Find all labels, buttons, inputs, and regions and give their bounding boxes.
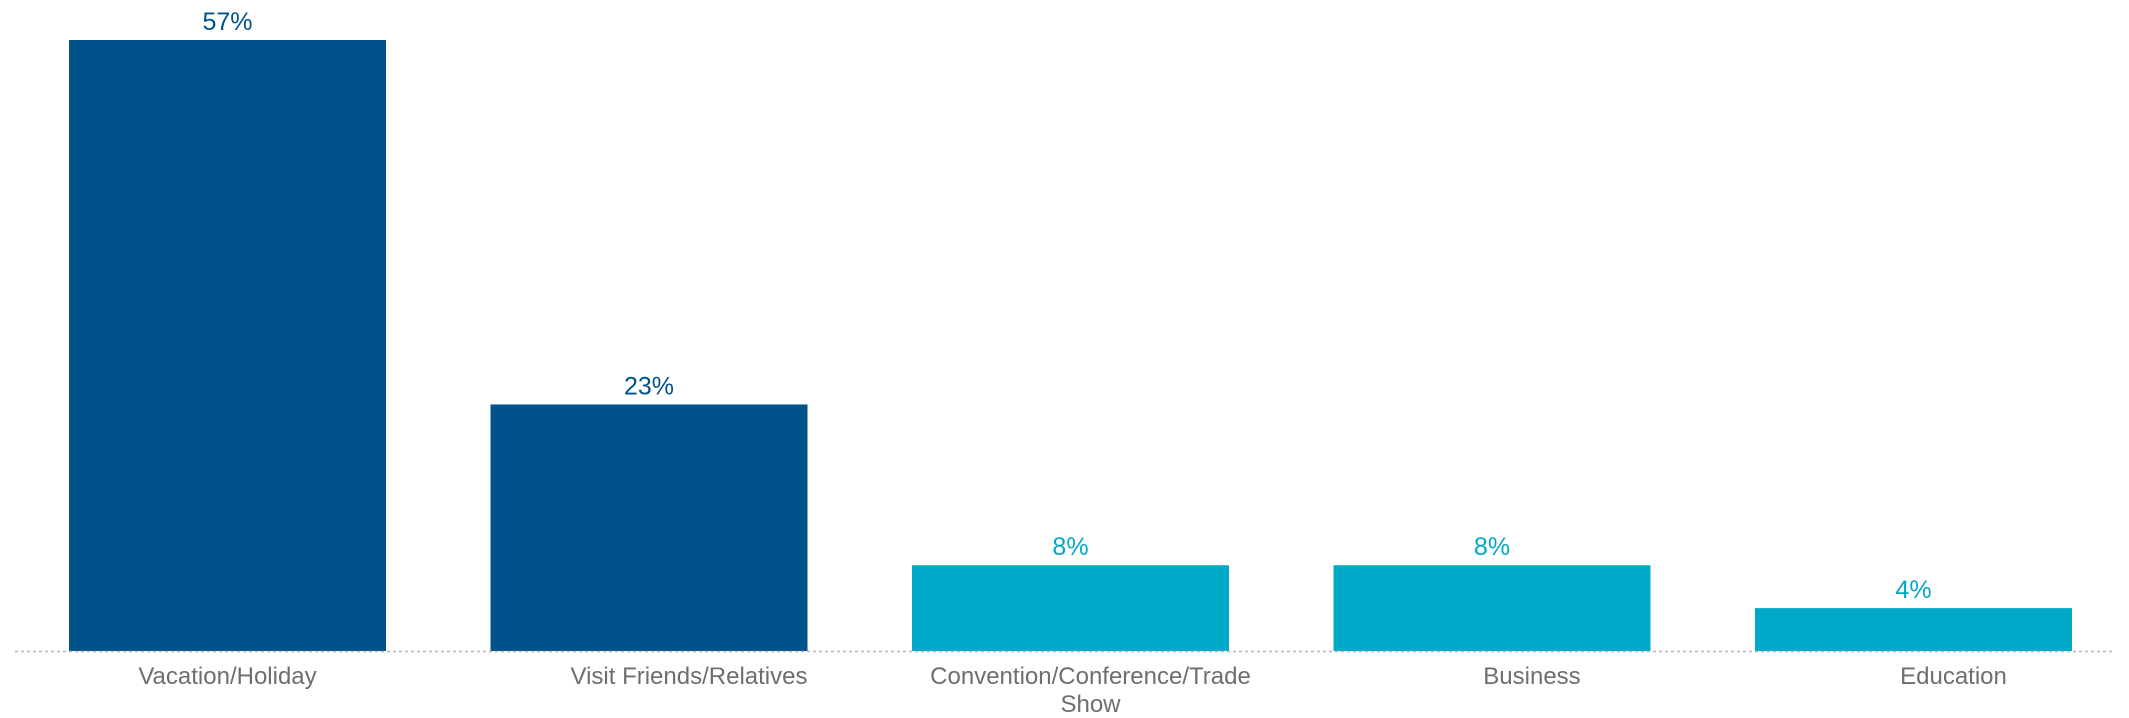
data-label-3: 8% — [1052, 533, 1088, 561]
tick-labels-layer: Vacation/Holiday Visit Friends/Relatives C… — [138, 663, 2007, 718]
tick-label-line: Business — [1483, 663, 1580, 690]
tick-label-4: Business — [1483, 663, 1580, 690]
tick-label-line: Show — [1060, 691, 1121, 718]
data-label-4: 8% — [1474, 533, 1510, 561]
data-label-5: 4% — [1895, 576, 1931, 604]
tick-label-line: Vacation/Holiday — [138, 663, 316, 690]
data-label-2: 23% — [624, 372, 674, 400]
tick-label-1: Vacation/Holiday — [138, 663, 316, 690]
bar-5 — [1755, 608, 2072, 651]
data-label-1: 57% — [202, 8, 252, 36]
tick-label-line: Visit Friends/Relatives — [571, 663, 808, 690]
bar-2 — [490, 404, 808, 651]
tick-label-2: Visit Friends/Relatives — [571, 663, 808, 690]
bar-1 — [69, 40, 386, 651]
bar-4 — [1333, 565, 1651, 651]
bars-layer — [69, 40, 2072, 651]
value-labels-layer: 57% 23% 8% 8% 4% — [202, 8, 1931, 604]
tick-label-3: Convention/Conference/Trade Show — [930, 663, 1251, 718]
bar-3 — [912, 565, 1229, 651]
tick-label-line: Convention/Conference/Trade — [930, 663, 1251, 690]
tick-label-5: Education — [1900, 663, 2007, 690]
tick-label-line: Education — [1900, 663, 2007, 690]
